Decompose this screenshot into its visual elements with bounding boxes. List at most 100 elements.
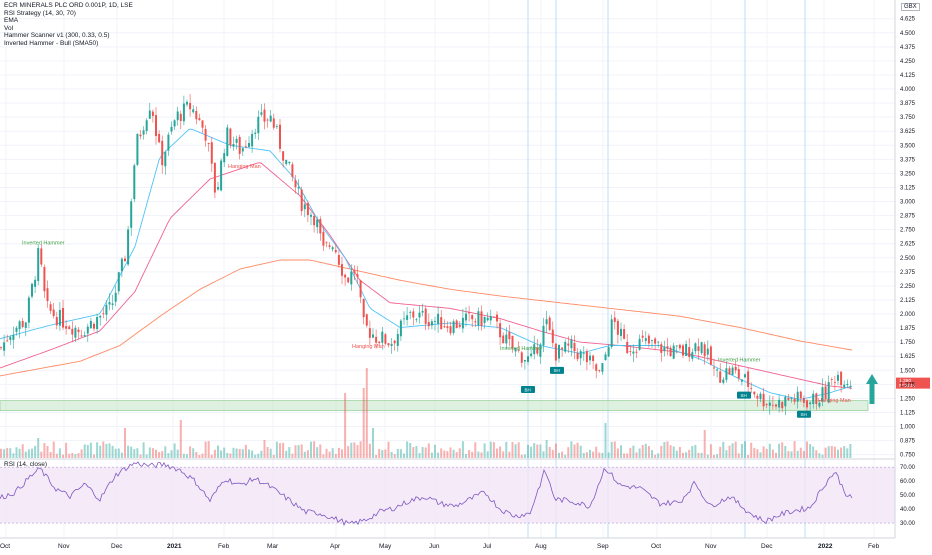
volume-bar: [77, 453, 80, 458]
price-tick-label: 4.125: [900, 73, 916, 79]
candle-body: [443, 326, 446, 328]
candle-body: [164, 151, 167, 167]
volume-bar: [254, 454, 257, 458]
volume-bar: [589, 449, 591, 458]
candle-body: [561, 347, 564, 350]
candle-body: [641, 335, 644, 338]
volume-bar: [105, 443, 108, 458]
volume-bar: [790, 451, 793, 458]
volume-bar: [403, 453, 405, 458]
candle-body: [337, 254, 340, 265]
price-tick-label: 3.125: [900, 185, 916, 191]
signal-box: [521, 386, 535, 393]
volume-bar: [313, 441, 316, 458]
candle-body: [310, 214, 312, 217]
candle-body: [186, 101, 188, 105]
volume-bar: [533, 443, 536, 458]
time-tick-label: Dec: [111, 543, 123, 550]
candle-body: [744, 374, 746, 378]
candle-body: [362, 298, 365, 318]
volume-bar: [647, 446, 650, 458]
pattern-markers: Inverted Hammer Hanging Man Hanging Man Inv…: [22, 164, 930, 418]
rsi-line: [0, 461, 853, 527]
volume-bar: [294, 445, 297, 458]
candle-body: [685, 343, 688, 356]
candle-body: [89, 320, 92, 329]
volume-bar: [127, 445, 130, 458]
volume-bar: [362, 388, 365, 458]
candle-body: [632, 351, 635, 354]
volume-bar: [322, 454, 325, 458]
candle-body: [406, 315, 409, 320]
candle-body: [471, 315, 474, 320]
candle-body: [120, 258, 123, 272]
volume-bar: [616, 448, 619, 458]
candle-body: [465, 313, 467, 321]
volume-bar: [406, 441, 409, 458]
volume-bar: [675, 450, 678, 458]
pattern-label: Inverted Hammer: [718, 357, 761, 363]
candle-body: [341, 264, 343, 276]
candle-body: [539, 344, 542, 357]
candle-body: [303, 204, 306, 210]
volume-bar: [768, 443, 771, 458]
candle-body: [527, 356, 529, 362]
volume-bar: [626, 453, 629, 458]
price-tick-label: 2.000: [900, 312, 916, 318]
volume-bar: [579, 445, 582, 458]
volume-bar: [55, 453, 58, 458]
volume-bar: [570, 441, 573, 458]
candle-body: [812, 393, 815, 405]
volume-bar: [483, 443, 486, 458]
candle-body: [331, 247, 334, 250]
legend-hammer-scanner: Hammer Scanner v1 (300, 0.33, 0.5): [4, 32, 110, 40]
candle-body: [595, 364, 598, 371]
candle-body: [291, 164, 294, 177]
volume-bar: [409, 443, 412, 458]
volume-bar: [52, 441, 55, 458]
price-tick-label: 1.250: [900, 396, 916, 402]
volume-bar: [793, 441, 796, 458]
volume-bar: [737, 453, 740, 458]
candle-body: [424, 308, 427, 324]
candle-body: [542, 325, 545, 346]
candle-body: [387, 343, 390, 346]
candle-body: [753, 391, 756, 395]
volume-bar: [334, 454, 337, 458]
volume-bar: [635, 452, 638, 458]
volume-bar: [341, 449, 343, 458]
volume-bar: [678, 446, 681, 458]
candle-body: [517, 350, 520, 351]
candle-body: [409, 311, 412, 313]
volume-bar: [257, 453, 260, 458]
volume-bar: [461, 441, 464, 458]
volume-bar: [604, 423, 607, 458]
candle-body: [691, 352, 694, 359]
candle-body: [558, 344, 560, 359]
volume-bar: [12, 453, 15, 458]
volume-bar: [527, 444, 529, 458]
volume-bar: [18, 448, 21, 458]
candle-body: [483, 317, 486, 323]
currency-badge[interactable]: GBX: [901, 3, 920, 11]
candle-body: [843, 384, 846, 388]
time-tick-label: Aug: [535, 543, 547, 550]
volume-bar: [728, 445, 731, 458]
candle-body: [254, 132, 257, 134]
volume-bar: [719, 446, 722, 458]
candle-body: [43, 267, 46, 292]
rsi-tick-label: 70.00: [900, 465, 916, 471]
volume-bars: [0, 368, 852, 458]
time-tick-label: Feb: [218, 543, 230, 550]
volume-bar: [40, 451, 43, 458]
price-tick-label: 1.125: [900, 410, 916, 416]
volume-bar: [130, 446, 133, 458]
candle-body: [747, 371, 750, 387]
candle-body: [675, 345, 678, 347]
candle-body: [520, 352, 523, 363]
candle-body: [576, 352, 579, 360]
price-tick-label: 3.375: [900, 157, 916, 163]
candle-body: [492, 316, 495, 318]
